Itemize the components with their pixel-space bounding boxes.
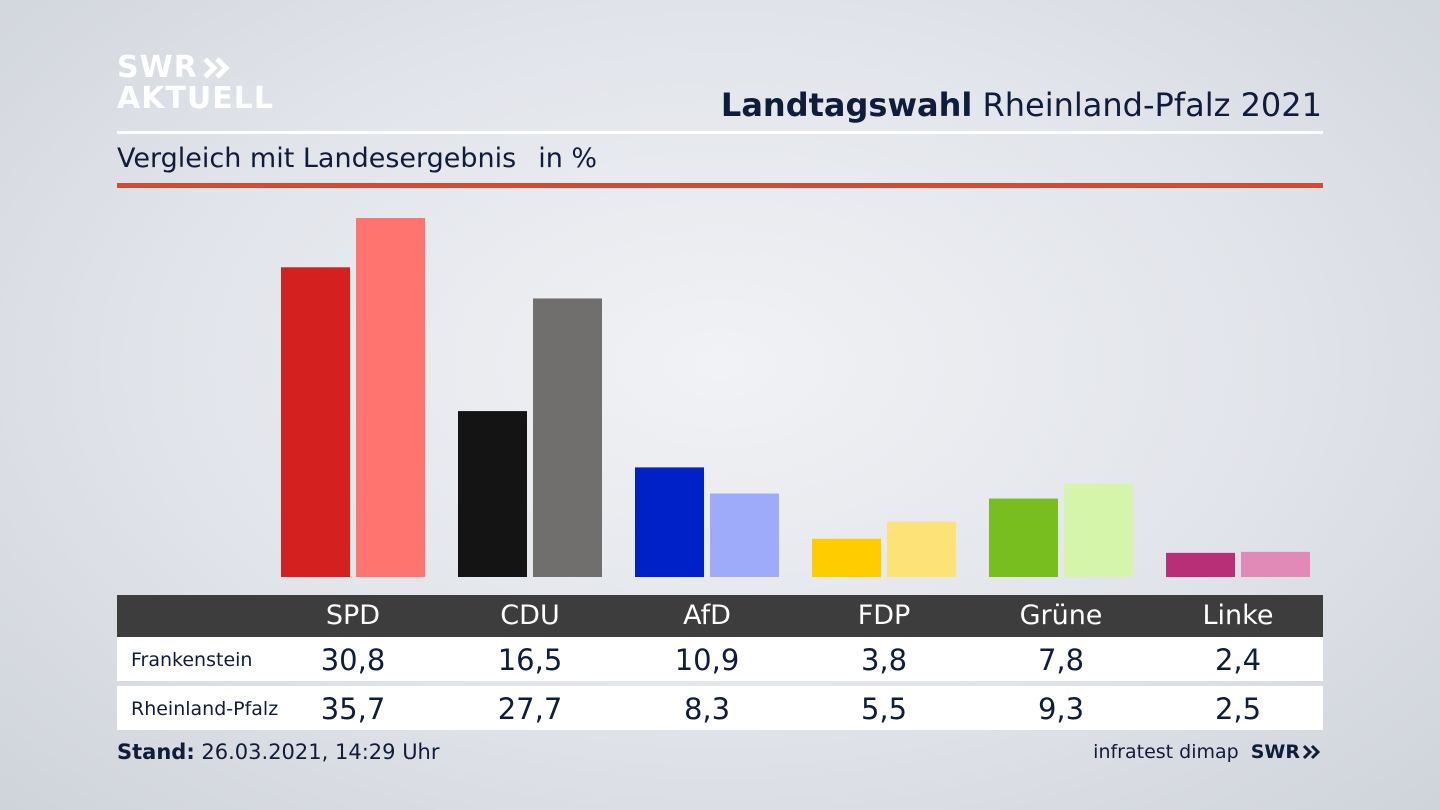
bar-cdu-wahlkreis xyxy=(458,411,527,577)
column-header-grne: Grüne xyxy=(1019,600,1103,631)
subtitle-text: Vergleich mit Landesergebnis xyxy=(117,143,517,174)
logo-line2: AKTUELL xyxy=(117,81,275,116)
bar-afd-land xyxy=(710,493,779,577)
table-cell-value: 35,7 xyxy=(320,692,386,726)
row-label: Rheinland-Pfalz xyxy=(131,698,279,720)
column-header-spd: SPD xyxy=(325,600,381,631)
bar-fdp-wahlkreis xyxy=(812,538,881,577)
bar-spd-land xyxy=(356,218,425,577)
column-header-fdp: FDP xyxy=(857,600,911,631)
bar-grne-land xyxy=(1064,483,1133,577)
column-header-afd: AfD xyxy=(683,600,731,631)
row-label: Frankenstein xyxy=(131,649,253,671)
bar-linke-wahlkreis xyxy=(1166,552,1235,577)
bar-fdp-land xyxy=(887,521,956,577)
table-cell-value: 7,8 xyxy=(1037,643,1085,677)
chart-subtitle: Vergleich mit Landesergebnis in % xyxy=(117,143,597,174)
subtitle-unit: in % xyxy=(538,143,598,174)
source-text: infratest dimap xyxy=(1093,741,1239,763)
table-cell-value: 16,5 xyxy=(497,643,563,677)
table-row-rheinland-pfalz: Rheinland-Pfalz 35,7 27,7 8,3 5,5 9,3 2,5 xyxy=(117,686,1323,730)
bar-spd-wahlkreis xyxy=(281,267,350,577)
swr-aktuell-logo: SWR AKTUELL xyxy=(117,52,274,114)
stand-label: Stand: xyxy=(117,740,195,764)
table-cell-value: 27,7 xyxy=(497,692,563,726)
column-header-linke: Linke xyxy=(1202,600,1274,631)
table-cell-value: 8,3 xyxy=(683,692,731,726)
table-header: SPD CDU AfD FDP Grüne Linke xyxy=(117,595,1323,637)
table-cell-value: 10,9 xyxy=(674,643,740,677)
header-divider xyxy=(117,131,1323,134)
chevrons-icon xyxy=(1302,744,1321,760)
table-cell-value: 2,5 xyxy=(1214,692,1262,726)
logo-line1: SWR xyxy=(117,50,198,85)
stand-value: 26.03.2021, 14:29 Uhr xyxy=(201,740,440,764)
chevrons-icon xyxy=(203,56,230,79)
results-table: SPD CDU AfD FDP Grüne Linke Frankenstein 30,8… xyxy=(117,595,1323,730)
table-cell-value: 2,4 xyxy=(1214,643,1262,677)
chart-title: Landtagswahl Rheinland-Pfalz 2021 xyxy=(721,86,1322,124)
subtitle-divider xyxy=(117,183,1323,188)
table-cell-value: 30,8 xyxy=(320,643,386,677)
bar-linke-land xyxy=(1241,551,1310,577)
bar-grne-wahlkreis xyxy=(989,498,1058,577)
table-row-frankenstein: Frankenstein 30,8 16,5 10,9 3,8 7,8 2,4 xyxy=(117,637,1323,681)
table-cell-value: 3,8 xyxy=(860,643,908,677)
table-cell-value: 9,3 xyxy=(1037,692,1085,726)
source-info: infratest dimap SWR xyxy=(1093,741,1322,763)
swr-brand: SWR xyxy=(1250,741,1300,763)
bar-afd-wahlkreis xyxy=(635,467,704,577)
stand-info: Stand: 26.03.2021, 14:29 Uhr xyxy=(117,740,440,764)
table-cell-value: 5,5 xyxy=(860,692,908,726)
column-header-cdu: CDU xyxy=(500,600,560,631)
title-bold: Landtagswahl xyxy=(720,86,973,124)
title-rest: Rheinland-Pfalz 2021 xyxy=(982,86,1322,124)
bar-cdu-land xyxy=(533,298,602,577)
